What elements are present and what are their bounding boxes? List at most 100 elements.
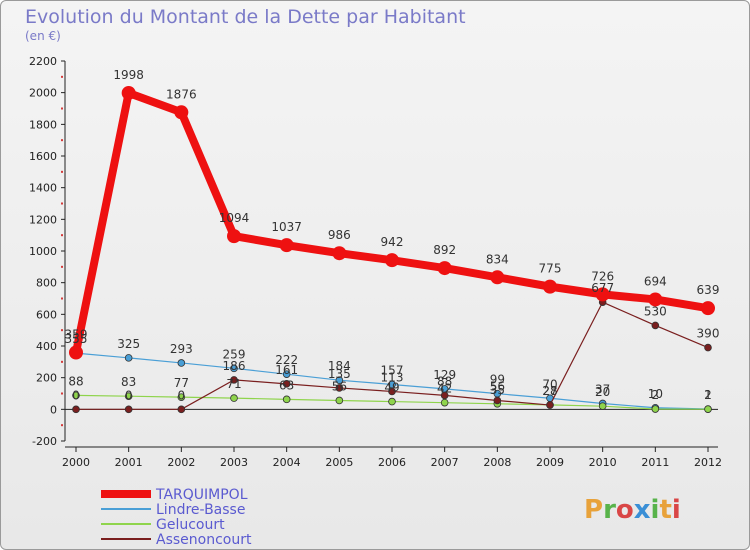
series-line xyxy=(72,88,712,357)
legend-item-tarquimpol: TARQUIMPOL xyxy=(101,487,248,503)
x-tick-label: 2009 xyxy=(536,456,564,469)
x-tick-label: 2011 xyxy=(641,456,669,469)
data-point xyxy=(543,279,557,294)
data-label: 694 xyxy=(644,274,667,288)
data-label: 157 xyxy=(381,363,404,377)
data-point xyxy=(701,301,715,316)
y-tick-label: 1800 xyxy=(29,118,57,131)
data-point xyxy=(282,380,291,388)
data-label: 2 xyxy=(704,388,712,402)
x-tick-label: 2008 xyxy=(483,456,511,469)
data-label: 677 xyxy=(591,281,614,295)
x-tick-label: 2001 xyxy=(115,456,143,469)
data-label: 71 xyxy=(226,377,241,391)
legend-label: Assenoncourt xyxy=(156,532,252,548)
data-label: 63 xyxy=(279,378,294,392)
x-tick-label: 2012 xyxy=(694,456,722,469)
data-label: 1037 xyxy=(271,220,302,234)
data-label: 986 xyxy=(328,228,351,242)
y-minor-tick xyxy=(61,234,63,237)
data-point xyxy=(595,287,610,302)
data-label: 186 xyxy=(223,359,246,373)
data-label: 1 xyxy=(704,388,712,402)
data-point xyxy=(388,387,396,396)
y-minor-tick xyxy=(61,265,63,268)
data-label: 83 xyxy=(121,375,136,389)
data-point xyxy=(177,393,186,401)
x-tick-label: 2010 xyxy=(589,456,617,469)
data-point xyxy=(490,270,505,285)
data-point xyxy=(230,376,238,384)
y-tick-label: 1200 xyxy=(29,213,57,226)
data-point xyxy=(124,392,133,400)
y-tick-label: 2000 xyxy=(29,87,57,100)
data-label: 2 xyxy=(652,388,660,402)
data-point xyxy=(335,376,344,385)
data-point xyxy=(124,354,133,362)
data-label: 1094 xyxy=(219,211,250,225)
data-point xyxy=(440,391,449,400)
legend-item-lindre-basse: Lindre-Basse xyxy=(101,502,245,518)
data-point xyxy=(651,321,660,330)
data-label: 726 xyxy=(591,269,614,283)
data-point xyxy=(493,396,502,405)
data-label: 28 xyxy=(542,384,557,398)
data-point xyxy=(546,401,554,409)
y-tick-label: 800 xyxy=(36,277,57,290)
x-tick-label: 2000 xyxy=(62,456,90,469)
legend-label: Lindre-Basse xyxy=(156,502,245,518)
data-label: 184 xyxy=(328,359,351,373)
y-minor-tick xyxy=(61,392,63,395)
y-tick-label: -200 xyxy=(32,435,57,448)
data-point xyxy=(177,359,186,367)
legend-label: TARQUIMPOL xyxy=(155,487,248,503)
data-label: 942 xyxy=(381,235,404,249)
proxiti-watermark: Proxiti xyxy=(584,495,681,525)
data-point xyxy=(177,405,186,414)
data-point xyxy=(124,405,133,414)
y-minor-tick xyxy=(61,139,63,142)
data-label: 0 xyxy=(178,388,186,402)
data-point xyxy=(72,391,80,400)
data-point xyxy=(335,384,344,392)
series-layer xyxy=(69,85,715,414)
data-point xyxy=(385,253,399,268)
data-point xyxy=(651,405,660,413)
x-tick-label: 2007 xyxy=(431,456,459,469)
data-label: 639 xyxy=(697,283,720,297)
y-tick-label: 2200 xyxy=(29,55,57,68)
data-label: 56 xyxy=(332,379,347,393)
y-tick-label: 1600 xyxy=(29,150,57,163)
x-tick-label: 2002 xyxy=(167,456,195,469)
data-label: 530 xyxy=(644,304,667,318)
y-minor-tick xyxy=(61,170,63,173)
data-label: 20 xyxy=(595,385,610,399)
data-point xyxy=(335,396,344,405)
data-point xyxy=(332,246,347,261)
data-point xyxy=(388,397,396,406)
data-label: 259 xyxy=(223,347,246,361)
y-minor-tick xyxy=(61,202,63,205)
data-label: 42 xyxy=(437,382,452,396)
data-point xyxy=(227,229,241,244)
y-tick-label: 400 xyxy=(36,340,57,353)
data-label: 892 xyxy=(433,243,456,257)
y-tick-label: 0 xyxy=(50,403,57,416)
y-minor-tick xyxy=(61,329,63,332)
data-label: 834 xyxy=(486,252,509,266)
data-label: 37 xyxy=(595,382,610,396)
series-assenoncourt xyxy=(72,298,712,414)
data-point xyxy=(704,405,712,413)
data-label: 359 xyxy=(65,327,88,341)
legend-item-gelucourt: Gelucourt xyxy=(101,517,225,533)
data-label: 70 xyxy=(542,377,557,391)
data-point xyxy=(598,402,607,410)
x-tick-label: 2006 xyxy=(378,456,406,469)
data-label: 135 xyxy=(328,367,351,381)
series-tarquimpol xyxy=(69,85,715,360)
data-label: 27 xyxy=(542,384,557,398)
x-tick-label: 2003 xyxy=(220,456,248,469)
data-label: 35 xyxy=(490,383,505,397)
